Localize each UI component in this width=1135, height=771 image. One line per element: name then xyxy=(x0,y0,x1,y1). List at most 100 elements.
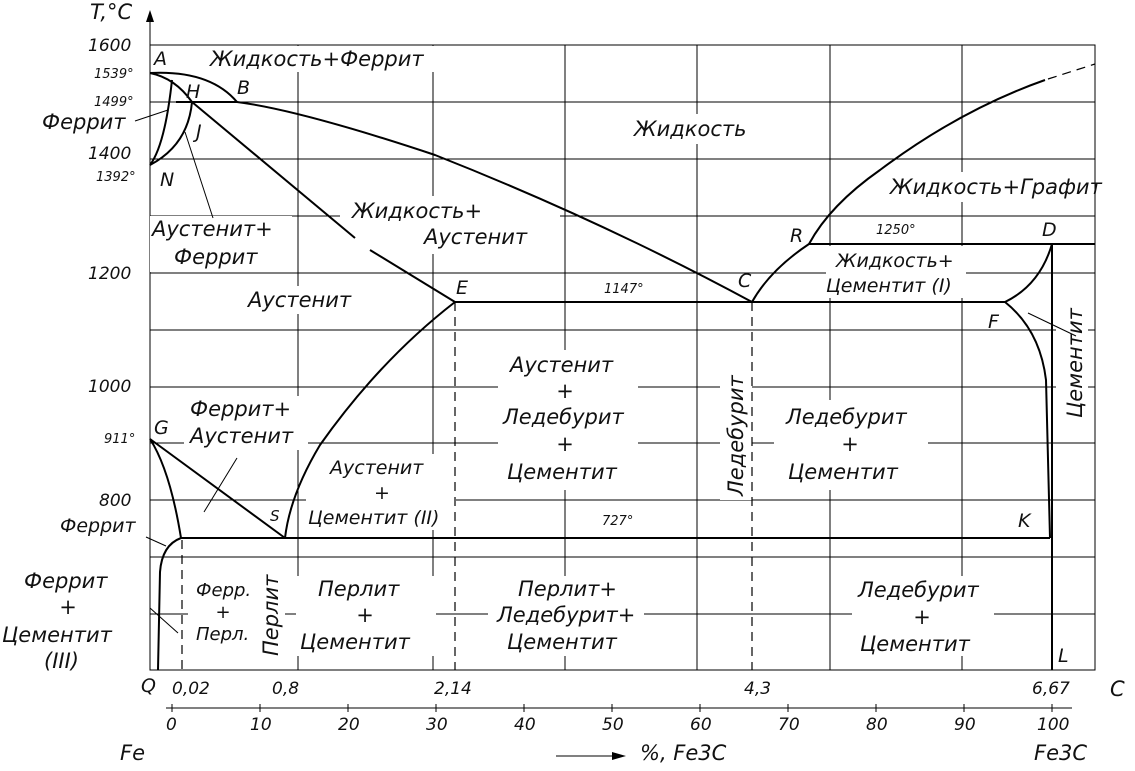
y-tick-label: 1000 xyxy=(88,377,131,397)
fe3c-tick-label: 70 xyxy=(778,715,800,735)
region-perlite-vertical: Перлит xyxy=(259,574,283,656)
temp-1539: 1539° xyxy=(94,67,134,82)
region-austenite-cementite2-line2: Цементит (II) xyxy=(308,507,439,529)
carbon-axis-unit: C xyxy=(1110,677,1125,701)
point-C: C xyxy=(738,270,752,292)
point-L: L xyxy=(1058,645,1069,667)
region-ferrite-cementite3-plus: + xyxy=(59,595,77,619)
curve-ES xyxy=(284,301,456,539)
temp-1499: 1499° xyxy=(94,95,134,110)
region-cementite-vertical: Цементит xyxy=(1063,307,1087,418)
y-tick-label: 800 xyxy=(99,491,131,511)
region-ferrite-austenite-line2: Аустенит xyxy=(188,424,294,448)
region-ferrite-perlite-line2: Перл. xyxy=(196,624,249,645)
region-ferrite-perlite-plus: + xyxy=(215,602,230,623)
region-ledeburite-cementite-lower-line1: Ледебурит xyxy=(857,578,980,602)
region-ferrite-cementite3-line1: Феррит xyxy=(24,569,108,593)
solidus-JE-lower xyxy=(369,249,456,303)
region-austenite: Аустенит xyxy=(246,288,352,312)
fe3c-tick-label: 60 xyxy=(690,715,712,735)
region-perlite-ledeburite-cementite-line3: Цементит xyxy=(507,630,618,654)
line-GS xyxy=(149,438,286,539)
point-Q: Q xyxy=(141,675,156,697)
region-ferrite-high: Феррит xyxy=(42,110,126,134)
fe3c-tick-label: 90 xyxy=(954,715,976,735)
point-J: J xyxy=(192,121,202,143)
point-B: B xyxy=(237,77,250,99)
point-F: F xyxy=(988,311,1000,333)
y-axis-title: T,°C xyxy=(90,0,133,24)
region-labels: Жидкость+Феррит Жидкость Жидкость+Графит… xyxy=(2,47,1103,673)
solidus-AH xyxy=(149,72,193,103)
curve-FK xyxy=(1004,301,1051,539)
region-liquid-cementite-line1: Жидкость+ xyxy=(835,250,954,272)
leader-ferrite-austenite xyxy=(203,457,238,513)
region-ferrite-cementite3-line2: Цементит xyxy=(2,623,113,647)
liquidus-graphite xyxy=(808,79,1046,245)
region-ledeburite-cementite-upper-line2: Цементит xyxy=(788,460,899,484)
region-austenite-cementite2-plus: + xyxy=(374,482,390,504)
leader-ferrite-cementite xyxy=(149,607,179,634)
fe3c-axis-ticks xyxy=(171,704,1053,712)
region-perlite-cementite-line1: Перлит xyxy=(318,577,400,601)
curve-JN xyxy=(149,101,193,166)
temp-727-label: 727° xyxy=(602,514,633,529)
temp-1250-label: 1250° xyxy=(876,223,916,238)
fe3c-percent-label: %, Fe3C xyxy=(640,741,727,765)
curve-DF xyxy=(1004,243,1053,303)
region-ale-austenite: Аустенит xyxy=(508,353,614,377)
region-ferrite-perlite-line1: Ферр. xyxy=(196,580,251,601)
region-ale-plus: + xyxy=(556,379,574,403)
point-H: H xyxy=(186,81,200,103)
region-ledeburite-cementite-upper-plus: + xyxy=(841,432,859,456)
liquidus-AB xyxy=(149,71,238,103)
region-perlite-cementite-plus: + xyxy=(356,603,374,627)
region-ale-plus: + xyxy=(556,432,574,456)
liquidus-BC xyxy=(236,101,753,303)
curve-GP xyxy=(149,438,182,539)
region-ale-ledeburite: Ледебурит xyxy=(502,405,625,429)
point-D: D xyxy=(1042,219,1057,241)
fe3c-tick-label: 10 xyxy=(250,715,272,735)
fe3c-tick-label: 0 xyxy=(166,715,177,735)
phase-lines xyxy=(134,63,1096,671)
fe3c-tick-label: 50 xyxy=(602,715,624,735)
y-tick-label: 1400 xyxy=(88,144,131,164)
fe3c-tick-label: 100 xyxy=(1037,715,1069,735)
region-liquid-austenite-line1: Жидкость+ xyxy=(350,199,482,223)
leader-cementite xyxy=(1027,312,1077,337)
region-ferrite-low: Феррит xyxy=(60,515,137,537)
region-ferrite-cementite3-line3: (III) xyxy=(44,649,79,673)
temp-1147-label: 1147° xyxy=(604,282,644,297)
region-austenite-ferrite-line1: Аустенит+ xyxy=(150,217,273,241)
leader-ferrite-low xyxy=(145,536,167,547)
point-K: K xyxy=(1018,510,1032,532)
region-ledeburite-cementite-upper-line1: Ледебурит xyxy=(785,405,908,429)
region-perlite-ledeburite-cementite-line1: Перлит+ xyxy=(518,577,617,601)
carbon-tick: 4,3 xyxy=(744,679,771,699)
fe-label: Fe xyxy=(120,741,145,765)
point-N: N xyxy=(160,169,174,191)
solidus-JE-upper xyxy=(191,101,356,239)
fe3c-tick-label: 30 xyxy=(426,715,448,735)
y-axis-arrow-icon xyxy=(146,10,154,22)
region-austenite-cementite2-line1: Аустенит xyxy=(328,457,424,479)
carbon-tick: 6,67 xyxy=(1032,679,1070,699)
liquidus-CR xyxy=(751,243,810,303)
carbon-tick: 2,14 xyxy=(434,679,472,699)
region-ledeburite-vertical: Ледебурит xyxy=(724,374,748,497)
label-backgrounds xyxy=(44,46,1092,658)
fe3c-tick-label: 20 xyxy=(338,715,360,735)
grid-frame xyxy=(149,44,1096,671)
region-perlite-cementite-line2: Цементит xyxy=(300,630,411,654)
point-S: S xyxy=(270,507,280,525)
region-liquid-graphite: Жидкость+Графит xyxy=(888,175,1103,199)
leader-austenite-ferrite xyxy=(184,131,214,219)
axes: T,°C 1600 1400 1200 1000 800 1539° 1499°… xyxy=(88,0,1125,765)
temp-911: 911° xyxy=(104,432,135,447)
leader-ferrite xyxy=(134,109,169,122)
region-liquid-ferrite: Жидкость+Феррит xyxy=(208,47,424,71)
y-tick-label: 1200 xyxy=(88,264,131,284)
temp-1392: 1392° xyxy=(96,170,136,185)
